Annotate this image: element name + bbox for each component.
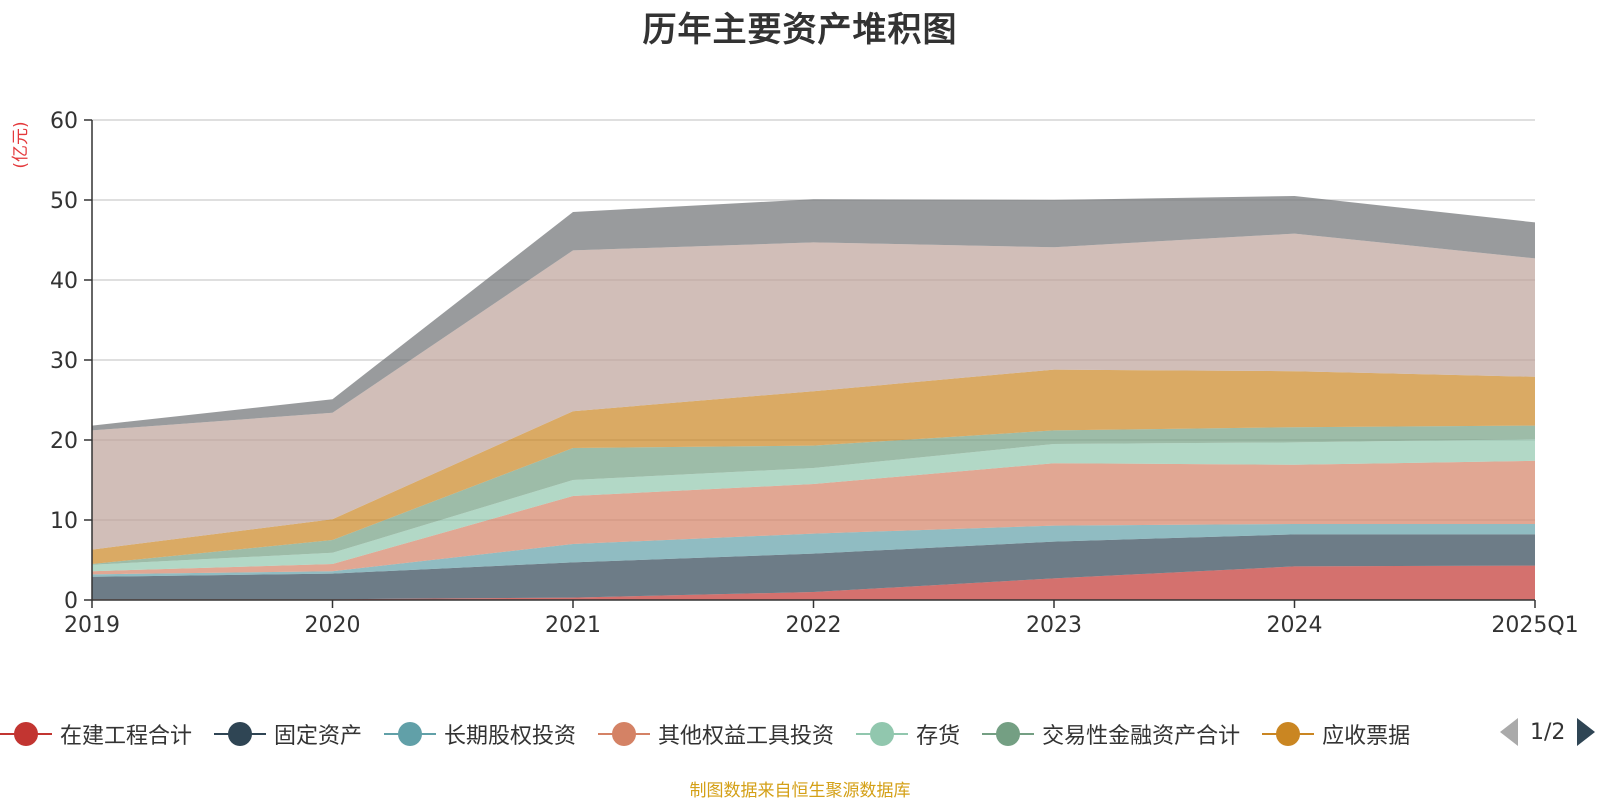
legend-swatch-icon — [982, 721, 1035, 747]
legend-swatch-icon — [0, 721, 52, 747]
legend: 在建工程合计 固定资产 长期股权投资 其他权益工具投资 存货 交易性金融资产合计 应收票据 — [0, 716, 1600, 752]
x-tick-label: 2023 — [1026, 613, 1082, 638]
pager-prev-icon[interactable] — [1500, 718, 1518, 746]
y-tick-label: 10 — [50, 509, 78, 534]
pager-next-icon[interactable] — [1577, 718, 1596, 746]
legend-item[interactable]: 固定资产 — [214, 718, 362, 750]
area-series-8[interactable] — [92, 196, 1535, 431]
y-tick-label: 0 — [64, 589, 78, 614]
area-layer — [92, 196, 1535, 600]
legend-swatch-icon — [1262, 721, 1315, 747]
y-tick-label: 30 — [50, 349, 78, 374]
y-axis-unit-label: (亿元) — [11, 121, 31, 168]
source-note: 制图数据来自恒生聚源数据库 — [689, 781, 911, 801]
y-tick-label: 20 — [50, 429, 78, 454]
legend-item[interactable]: 交易性金融资产合计 — [982, 718, 1240, 750]
legend-item[interactable]: 存货 — [856, 718, 960, 750]
axis-layer: 0 10 20 30 40 50 60 2019 2020 2021 2022 2023 2024 202… — [50, 109, 1579, 638]
legend-swatch-icon — [214, 721, 267, 747]
legend-label: 交易性金融资产合计 — [1042, 724, 1241, 749]
y-tick-label: 60 — [50, 109, 78, 134]
area-series-1[interactable] — [92, 534, 1535, 600]
legend-label: 其他权益工具投资 — [658, 724, 835, 749]
legend-label: 固定资产 — [274, 724, 363, 749]
legend-label: 在建工程合计 — [60, 724, 193, 749]
legend-item[interactable]: 应收票据 — [1262, 718, 1410, 750]
pager-page-label: 1/2 — [1530, 719, 1566, 745]
legend-swatch-icon — [856, 721, 909, 747]
area-series-7[interactable] — [92, 233, 1535, 550]
y-tick-label: 50 — [50, 189, 78, 214]
legend-label: 应收票据 — [1322, 724, 1411, 749]
legend-label: 长期股权投资 — [444, 724, 577, 749]
x-tick-label: 2019 — [64, 613, 120, 638]
legend-item[interactable]: 其他权益工具投资 — [598, 718, 834, 750]
legend-swatch-icon — [384, 721, 437, 747]
legend-item[interactable]: 长期股权投资 — [384, 718, 576, 750]
legend-item[interactable]: 在建工程合计 — [0, 718, 192, 750]
area-series-4[interactable] — [92, 439, 1535, 572]
x-tick-label: 2022 — [786, 613, 842, 638]
area-series-3[interactable] — [92, 460, 1535, 575]
legend-label: 存货 — [916, 724, 961, 749]
x-tick-label: 2021 — [545, 613, 601, 638]
area-series-5[interactable] — [92, 425, 1535, 565]
chart-title: 历年主要资产堆积图 — [642, 10, 958, 50]
area-series-2[interactable] — [92, 524, 1535, 577]
chart-plot: 0 10 20 30 40 50 60 2019 2020 2021 2022 2023 2024 202… — [11, 109, 1579, 638]
legend-pager: 1/2 — [1500, 718, 1596, 746]
area-series-0[interactable] — [92, 565, 1535, 600]
x-tick-label: 2020 — [305, 613, 361, 638]
x-tick-label: 2024 — [1267, 613, 1323, 638]
x-tick-label: 2025Q1 — [1491, 613, 1578, 638]
y-tick-label: 40 — [50, 269, 78, 294]
area-series-6[interactable] — [92, 369, 1535, 564]
legend-swatch-icon — [598, 721, 651, 747]
